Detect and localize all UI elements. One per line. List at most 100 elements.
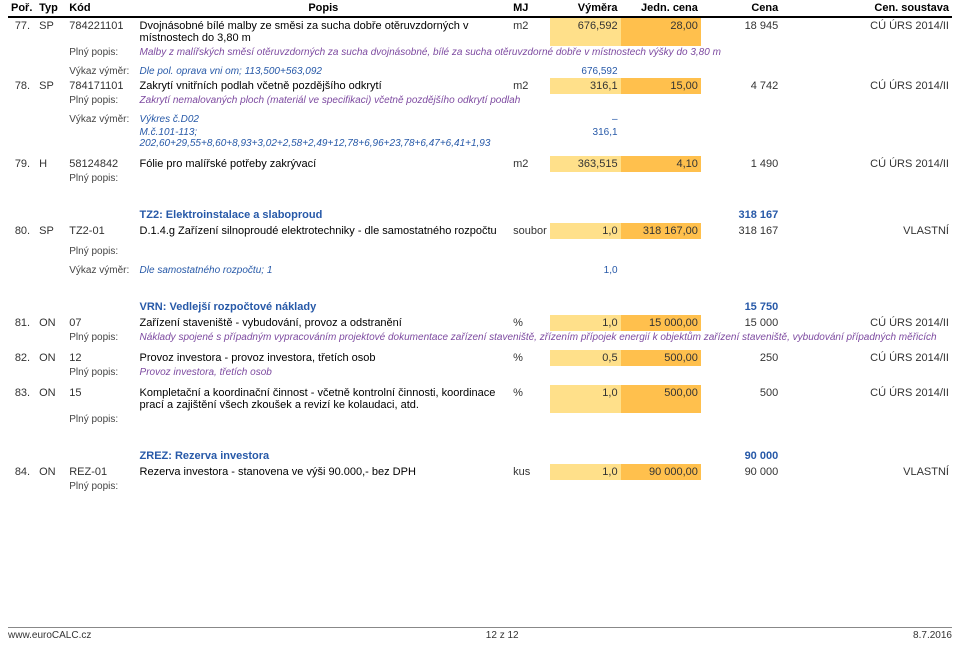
- section-total: 90 000: [701, 448, 781, 464]
- plny-popis-row: Plný popis: Malby z malířských směsí otě…: [8, 46, 952, 59]
- cell-popis: Fólie pro malířské potřeby zakrývací: [137, 156, 511, 172]
- plny-popis-label: Plný popis:: [66, 413, 136, 426]
- cell-popis: Zařízení staveniště - vybudování, provoz…: [137, 315, 511, 331]
- cell-typ: SP: [36, 78, 66, 94]
- cell-kod: 58124842: [66, 156, 136, 172]
- plny-popis-label: Plný popis:: [66, 331, 136, 344]
- vykaz-vymer-label: Výkaz výměr:: [66, 113, 136, 126]
- cell-mj: %: [510, 315, 550, 331]
- th-soust: Cen. soustava: [781, 0, 952, 17]
- plny-popis-row: Plný popis: Náklady spojené s případným …: [8, 331, 952, 344]
- cell-jedn: 15 000,00: [621, 315, 701, 331]
- plny-popis-label: Plný popis:: [66, 245, 136, 258]
- cell-por: 83.: [8, 385, 36, 413]
- vykaz-vymer-row: Výkaz výměr: Výkres č.D02 –: [8, 113, 952, 126]
- cell-vym: 1,0: [550, 223, 620, 239]
- section-title: VRN: Vedlejší rozpočtové náklady: [137, 299, 511, 315]
- section-header: VRN: Vedlejší rozpočtové náklady 15 750: [8, 299, 952, 315]
- vykaz-vymer-text: Dle pol. oprava vni om; 113,500+563,092: [137, 65, 511, 78]
- cell-cena: 18 945: [701, 17, 781, 46]
- cell-mj: soubor: [510, 223, 550, 239]
- table-row: 78. SP 784171101 Zakrytí vnitřních podla…: [8, 78, 952, 94]
- cell-jedn: 318 167,00: [621, 223, 701, 239]
- vykaz-vymer-value: –: [550, 113, 620, 126]
- cell-vym: 1,0: [550, 464, 620, 480]
- th-typ: Typ: [36, 0, 66, 17]
- section-header: TZ2: Elektroinstalace a slaboproud 318 1…: [8, 207, 952, 223]
- cell-cena: 4 742: [701, 78, 781, 94]
- table-row: 82. ON 12 Provoz investora - provoz inve…: [8, 350, 952, 366]
- plny-popis-row: Plný popis:: [8, 172, 952, 185]
- section-title: ZREZ: Rezerva investora: [137, 448, 511, 464]
- cell-cena: 318 167: [701, 223, 781, 239]
- vykaz-vymer-value: 676,592: [550, 65, 620, 78]
- plny-popis-row: Plný popis:: [8, 413, 952, 426]
- plny-popis-text: Zakrytí nemalovaných ploch (materiál ve …: [137, 94, 952, 107]
- th-popis: Popis: [137, 0, 511, 17]
- table-row: 80. SP TZ2-01 D.1.4.g Zařízení silnoprou…: [8, 223, 952, 239]
- cell-soust: CÚ ÚRS 2014/II: [781, 17, 952, 46]
- cell-typ: ON: [36, 315, 66, 331]
- plny-popis-label: Plný popis:: [66, 172, 136, 185]
- cell-por: 77.: [8, 17, 36, 46]
- cell-jedn: 500,00: [621, 385, 701, 413]
- footer-left: www.euroCALC.cz: [8, 630, 91, 641]
- th-kod: Kód: [66, 0, 136, 17]
- plny-popis-row: Plný popis: Zakrytí nemalovaných ploch (…: [8, 94, 952, 107]
- cell-vym: 363,515: [550, 156, 620, 172]
- cell-soust: CÚ ÚRS 2014/II: [781, 350, 952, 366]
- cell-kod: 15: [66, 385, 136, 413]
- plny-popis-text: Malby z malířských směsí otěruvzdorných …: [137, 46, 952, 59]
- cell-soust: VLASTNÍ: [781, 464, 952, 480]
- cell-vym: 316,1: [550, 78, 620, 94]
- table-row: 81. ON 07 Zařízení staveniště - vybudová…: [8, 315, 952, 331]
- cell-kod: 784171101: [66, 78, 136, 94]
- plny-popis-row: Plný popis:: [8, 245, 952, 258]
- cell-popis: Dvojnásobné bílé malby ze směsi za sucha…: [137, 17, 511, 46]
- cell-typ: ON: [36, 464, 66, 480]
- cell-cena: 15 000: [701, 315, 781, 331]
- cell-cena: 90 000: [701, 464, 781, 480]
- cell-kod: 784221101: [66, 17, 136, 46]
- cell-popis: Rezerva investora - stanovena ve výši 90…: [137, 464, 511, 480]
- cell-kod: TZ2-01: [66, 223, 136, 239]
- cell-por: 81.: [8, 315, 36, 331]
- vykaz-vymer-text: Výkres č.D02: [137, 113, 511, 126]
- table-row: 84. ON REZ-01 Rezerva investora - stanov…: [8, 464, 952, 480]
- cell-jedn: 4,10: [621, 156, 701, 172]
- th-por: Poř.: [8, 0, 36, 17]
- cell-kod: REZ-01: [66, 464, 136, 480]
- vykaz-vymer-text: Dle samostatného rozpočtu; 1: [137, 264, 511, 277]
- plny-popis-label: Plný popis:: [66, 46, 136, 59]
- cell-popis: D.1.4.g Zařízení silnoproudé elektrotech…: [137, 223, 511, 239]
- plny-popis-row: Plný popis: Provoz investora, třetích os…: [8, 366, 952, 379]
- cell-vym: 1,0: [550, 385, 620, 413]
- page-footer: www.euroCALC.cz 12 z 12 8.7.2016: [8, 627, 952, 641]
- th-cena: Cena: [701, 0, 781, 17]
- vykaz-vymer-value: 316,1: [550, 126, 620, 150]
- cell-soust: CÚ ÚRS 2014/II: [781, 156, 952, 172]
- footer-right: 8.7.2016: [913, 630, 952, 641]
- cell-mj: %: [510, 350, 550, 366]
- th-mj: MJ: [510, 0, 550, 17]
- cell-cena: 500: [701, 385, 781, 413]
- plny-popis-text: Provoz investora, třetích osob: [137, 366, 952, 379]
- vykaz-vymer-row: M.č.101-113; 202,60+29,55+8,60+8,93+3,02…: [8, 126, 952, 150]
- cell-vym: 676,592: [550, 17, 620, 46]
- plny-popis-row: Plný popis:: [8, 480, 952, 493]
- vykaz-vymer-value: 1,0: [550, 264, 620, 277]
- cell-soust: VLASTNÍ: [781, 223, 952, 239]
- section-header: ZREZ: Rezerva investora 90 000: [8, 448, 952, 464]
- section-total: 318 167: [701, 207, 781, 223]
- cell-mj: %: [510, 385, 550, 413]
- footer-mid: 12 z 12: [486, 630, 519, 641]
- cell-typ: H: [36, 156, 66, 172]
- table-row: 79. H 58124842 Fólie pro malířské potřeb…: [8, 156, 952, 172]
- vykaz-vymer-row: Výkaz výměr: Dle samostatného rozpočtu; …: [8, 264, 952, 277]
- cell-mj: m2: [510, 156, 550, 172]
- cell-mj: m2: [510, 17, 550, 46]
- budget-table: Poř. Typ Kód Popis MJ Výměra Jedn. cena …: [8, 0, 952, 493]
- cell-popis: Provoz investora - provoz investora, tře…: [137, 350, 511, 366]
- cell-jedn: 90 000,00: [621, 464, 701, 480]
- cell-jedn: 500,00: [621, 350, 701, 366]
